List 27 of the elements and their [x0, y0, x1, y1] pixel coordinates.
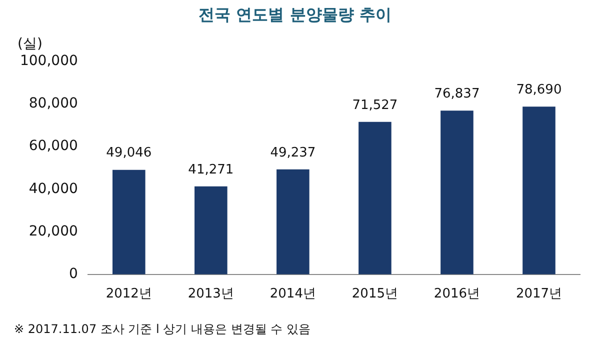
y-axis-title: (실): [18, 36, 42, 52]
x-tick-label: 2017년: [516, 286, 562, 302]
y-tick-label: 40,000: [28, 180, 78, 197]
data-label: 78,690: [516, 82, 562, 98]
x-tick-label: 2012년: [106, 286, 152, 302]
bar: [522, 106, 556, 274]
text: ※ 2017.11.07 조사 기준 l 상기 내용은 변경될 수 있음: [14, 322, 310, 336]
bar: [276, 169, 310, 274]
data-label: 49,237: [270, 145, 316, 160]
bar: [440, 110, 474, 274]
x-tick-label: 2014년: [270, 286, 316, 302]
bar: [194, 186, 228, 274]
data-label: 76,837: [434, 86, 480, 102]
data-label: 49,046: [106, 146, 152, 161]
y-tick-label: 100,000: [20, 52, 78, 69]
y-tick-label: 20,000: [28, 223, 78, 240]
bar: [358, 122, 392, 274]
y-tick-label: 60,000: [28, 138, 78, 154]
y-tick-label: 0: [68, 266, 78, 282]
y-tick-label: 80,000: [28, 95, 78, 112]
x-tick-label: 2015년: [352, 286, 398, 302]
x-tick-label: 2013년: [188, 286, 234, 302]
chart-title: 전국 연도별 분양물량 추이: [198, 4, 392, 24]
data-label: 71,527: [352, 98, 398, 113]
bar: [112, 170, 146, 274]
data-label: 41,271: [188, 162, 234, 178]
x-tick-label: 2016년: [434, 286, 480, 302]
